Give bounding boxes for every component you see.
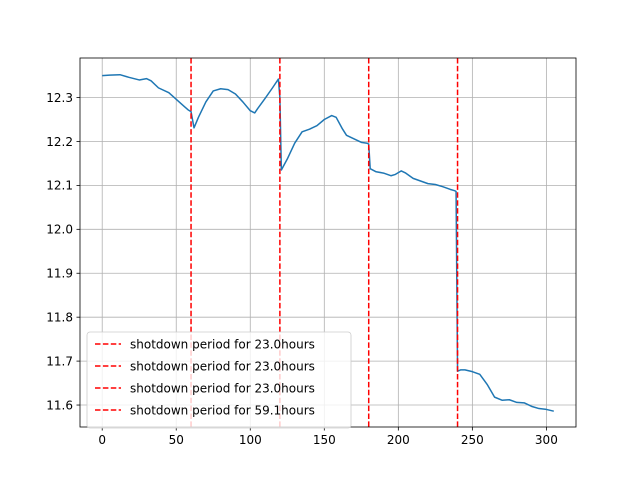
legend-label: shotdown period for 23.0hours <box>130 338 315 352</box>
legend-label: shotdown period for 23.0hours <box>130 382 315 396</box>
y-tick-label: 11.9 <box>46 267 73 281</box>
y-tick-label: 11.6 <box>46 398 73 412</box>
legend: shotdown period for 23.0hours shotdown pe… <box>86 331 352 429</box>
x-tick-label: 100 <box>239 433 262 447</box>
x-tick-label: 50 <box>169 433 184 447</box>
plot-area <box>102 58 554 427</box>
x-tick-label: 200 <box>387 433 410 447</box>
x-tick-label: 150 <box>313 433 336 447</box>
series-line <box>102 73 554 412</box>
y-tick-label: 12.3 <box>46 91 73 105</box>
legend-label: shotdown period for 23.0hours <box>130 360 315 374</box>
x-tick-label: 250 <box>461 433 484 447</box>
y-tick-label: 12.1 <box>46 179 73 193</box>
y-tick-label: 11.7 <box>46 354 73 368</box>
x-tick-label: 300 <box>535 433 558 447</box>
y-tick-label: 12.0 <box>46 223 73 237</box>
y-tick-label: 11.8 <box>46 310 73 324</box>
y-tick-label: 12.2 <box>46 135 73 149</box>
axis-ticks: 0 50 100 150 200 250 300 11.6 11.7 11.8 11.9 12.0 12… <box>46 91 558 447</box>
legend-label: shotdown period for 59.1hours <box>130 404 315 418</box>
legend-box <box>86 331 352 429</box>
x-tick-label: 0 <box>98 433 106 447</box>
